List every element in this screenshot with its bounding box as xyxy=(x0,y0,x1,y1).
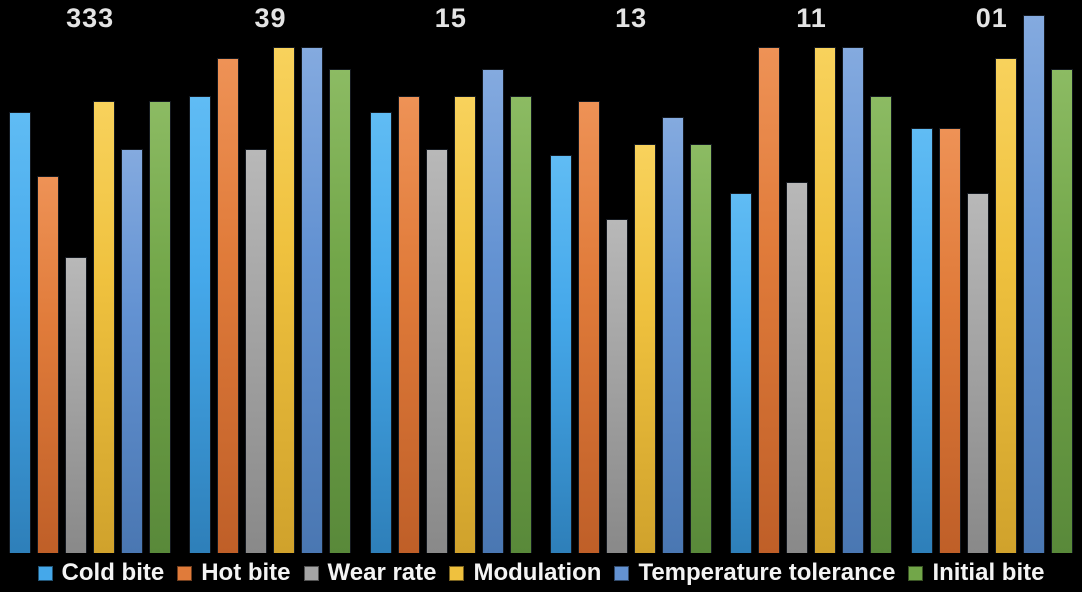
legend-swatch-temperature-tolerance xyxy=(614,565,630,581)
legend-label: Wear rate xyxy=(327,559,437,586)
legend-label: Initial bite xyxy=(932,559,1045,586)
legend-item-wear-rate: Wear rate xyxy=(303,559,437,587)
bar-cold-bite-01 xyxy=(910,128,933,553)
legend-swatch-modulation xyxy=(449,565,465,581)
legend-swatch-hot-bite xyxy=(177,565,193,581)
bar-temperature-tolerance-39 xyxy=(301,47,324,553)
bar-wear-rate-11 xyxy=(786,182,809,553)
bar-group-39: 39 xyxy=(180,0,360,553)
bar-modulation-39 xyxy=(273,47,296,553)
bar-cold-bite-39 xyxy=(189,96,212,553)
category-label: 39 xyxy=(254,3,287,33)
bar-group-333: 333 xyxy=(0,0,180,553)
bar-hot-bite-15 xyxy=(397,96,420,553)
legend-item-modulation: Modulation xyxy=(449,559,601,587)
bar-hot-bite-11 xyxy=(758,47,781,553)
legend-swatch-wear-rate xyxy=(303,565,319,581)
legend-label: Modulation xyxy=(473,559,602,586)
legend-swatch-cold-bite xyxy=(37,565,53,581)
bar-hot-bite-333 xyxy=(37,176,60,553)
bar-group-01: 01 xyxy=(902,0,1082,553)
bar-hot-bite-13 xyxy=(578,101,601,553)
bar-wear-rate-01 xyxy=(966,193,989,553)
legend: Cold bite Hot bite Wear rate Modulation Temp… xyxy=(0,559,1082,587)
category-label: 15 xyxy=(434,3,467,33)
bar-modulation-01 xyxy=(994,58,1017,553)
bar-wear-rate-15 xyxy=(425,149,448,553)
bar-initial-bite-333 xyxy=(149,101,172,553)
legend-label: Hot bite xyxy=(201,559,291,586)
bar-temperature-tolerance-01 xyxy=(1022,15,1045,553)
legend-label: Cold bite xyxy=(61,559,165,586)
category-label: 333 xyxy=(66,3,115,33)
legend-item-cold-bite: Cold bite xyxy=(37,559,165,587)
bar-cold-bite-333 xyxy=(9,112,32,553)
bar-initial-bite-15 xyxy=(509,96,532,553)
bar-wear-rate-13 xyxy=(606,219,629,553)
bar-initial-bite-01 xyxy=(1050,69,1073,553)
bar-group-11: 11 xyxy=(721,0,901,553)
plot-area: 333 39 15 13 11 01 xyxy=(0,0,1082,553)
bar-group-15: 15 xyxy=(361,0,541,553)
bar-initial-bite-13 xyxy=(690,144,713,553)
bar-modulation-13 xyxy=(634,144,657,553)
legend-item-hot-bite: Hot bite xyxy=(177,559,291,587)
category-label: 01 xyxy=(975,3,1008,33)
bar-hot-bite-01 xyxy=(938,128,961,553)
bar-initial-bite-39 xyxy=(329,69,352,553)
bar-hot-bite-39 xyxy=(217,58,240,553)
category-label: 11 xyxy=(796,3,827,33)
legend-item-temperature-tolerance: Temperature tolerance xyxy=(614,559,895,587)
legend-swatch-initial-bite xyxy=(908,565,924,581)
legend-item-initial-bite: Initial bite xyxy=(908,559,1044,587)
bar-group-13: 13 xyxy=(541,0,721,553)
bar-modulation-333 xyxy=(93,101,116,553)
bar-modulation-15 xyxy=(453,96,476,553)
bar-initial-bite-11 xyxy=(870,96,893,553)
bar-temperature-tolerance-15 xyxy=(481,69,504,553)
bar-cold-bite-15 xyxy=(369,112,392,553)
bar-cold-bite-13 xyxy=(550,155,573,553)
bar-wear-rate-333 xyxy=(65,257,88,553)
bar-temperature-tolerance-333 xyxy=(121,149,144,553)
bar-temperature-tolerance-11 xyxy=(842,47,865,553)
bar-temperature-tolerance-13 xyxy=(662,117,685,553)
bar-modulation-11 xyxy=(814,47,837,553)
category-label: 13 xyxy=(615,3,648,33)
bar-wear-rate-39 xyxy=(245,149,268,553)
legend-label: Temperature tolerance xyxy=(638,559,896,586)
bar-cold-bite-11 xyxy=(730,193,753,553)
